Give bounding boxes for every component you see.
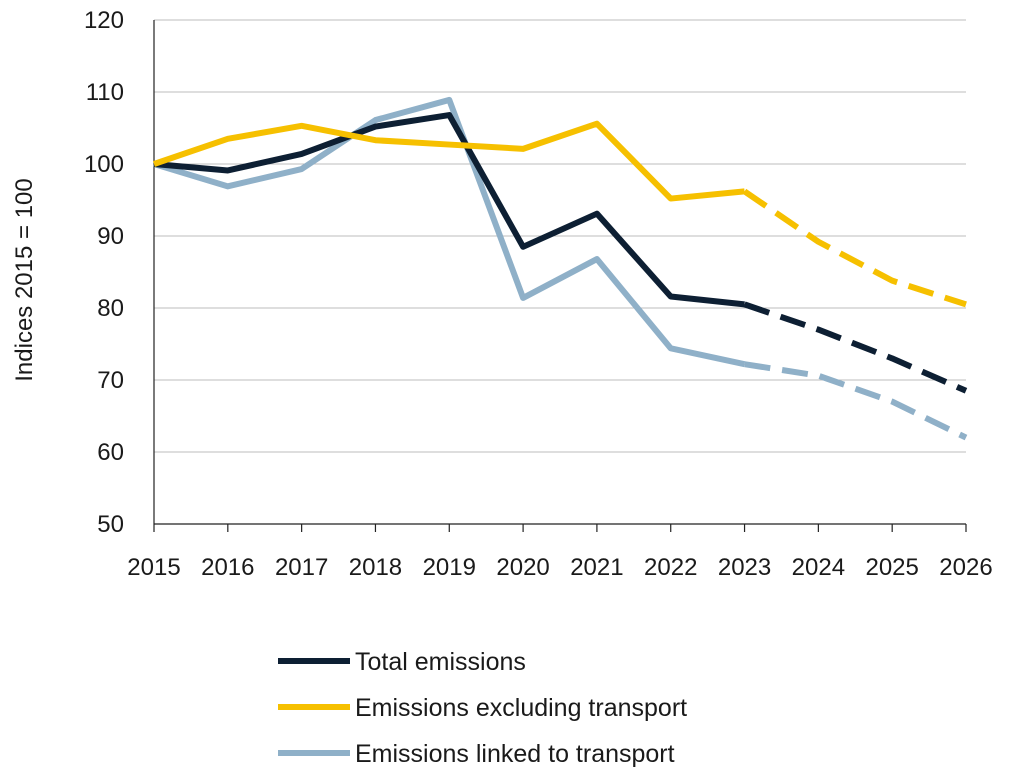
legend-label-emissions-excluding-transport: Emissions excluding transport	[355, 694, 687, 722]
y-tick-label-120: 120	[84, 7, 124, 34]
x-tick-label-2015: 2015	[127, 554, 180, 581]
x-tick-label-2022: 2022	[644, 554, 697, 581]
x-tick-label-2017: 2017	[275, 554, 328, 581]
x-tick-label-2025: 2025	[865, 554, 918, 581]
x-tick-label-2019: 2019	[423, 554, 476, 581]
y-tick-label-100: 100	[84, 151, 124, 178]
y-tick-label-50: 50	[97, 511, 124, 538]
legend: Total emissions Emissions excluding trans…	[278, 648, 687, 768]
y-axis-label: Indices 2015 = 100	[11, 178, 38, 382]
series-forecast-total-emissions	[743, 301, 968, 394]
series-forecast-emissions-excluding-transport	[742, 188, 967, 308]
gridlines	[154, 19, 966, 453]
x-tick-labels: 2015 2016 2017 2018 2019 2020 2021 2022 2023 2024…	[127, 554, 992, 581]
legend-label-total-emissions: Total emissions	[355, 648, 526, 676]
x-tick-label-2018: 2018	[349, 554, 402, 581]
x-tick-label-2026: 2026	[939, 554, 992, 581]
y-tick-label-70: 70	[97, 367, 124, 394]
series-line-emissions-linked-to-transport	[153, 96, 746, 368]
legend-label-emissions-linked-to-transport: Emissions linked to transport	[355, 740, 675, 768]
x-tick-label-2024: 2024	[792, 554, 845, 581]
axes	[153, 20, 967, 532]
y-tick-label-80: 80	[97, 295, 124, 322]
series-line-emissions-excluding-transport	[153, 120, 745, 202]
y-tick-label-90: 90	[97, 223, 124, 250]
x-tick-label-2020: 2020	[496, 554, 549, 581]
x-tick-label-2023: 2023	[718, 554, 771, 581]
y-tick-label-110: 110	[86, 79, 124, 106]
x-tick-label-2021: 2021	[570, 554, 623, 581]
series-lines	[153, 96, 968, 441]
series-line-total-emissions	[153, 112, 745, 308]
y-tick-labels: 50 60 70 80 90 100 110 120	[84, 7, 124, 538]
y-tick-label-60: 60	[97, 439, 124, 466]
series-forecast-emissions-linked-to-transport	[744, 361, 968, 441]
x-tick-label-2016: 2016	[201, 554, 254, 581]
